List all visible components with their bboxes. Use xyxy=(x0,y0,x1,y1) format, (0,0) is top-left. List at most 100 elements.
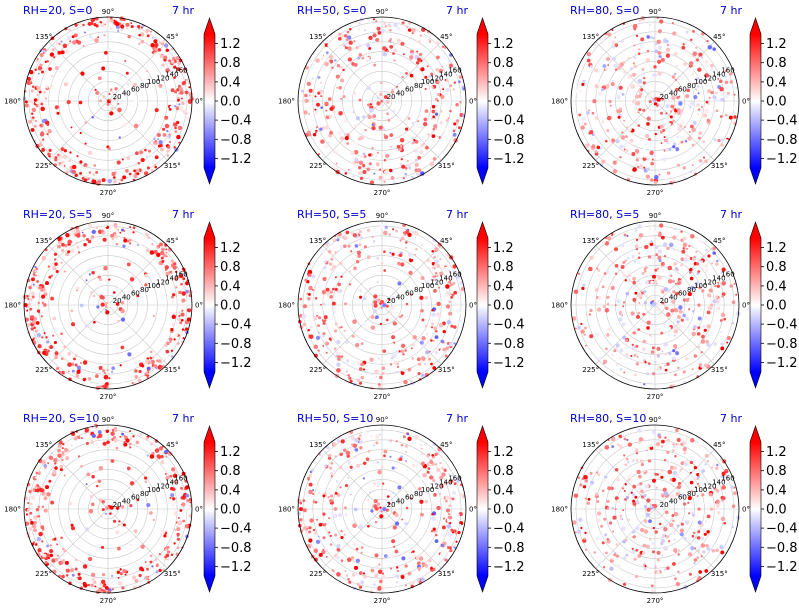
data-point xyxy=(733,282,736,285)
data-point xyxy=(333,507,338,511)
data-point xyxy=(353,565,359,570)
data-point xyxy=(37,111,40,114)
angular-tick-label: 45° xyxy=(166,441,178,449)
data-point xyxy=(453,81,457,84)
data-point xyxy=(594,116,599,121)
data-point xyxy=(675,428,679,432)
data-point xyxy=(129,437,132,440)
data-point xyxy=(695,77,699,81)
data-point xyxy=(701,289,705,293)
data-point xyxy=(661,235,665,240)
data-point xyxy=(176,537,181,541)
colorbar-extend-max xyxy=(477,222,488,238)
data-point xyxy=(55,269,59,274)
data-point xyxy=(155,139,157,142)
data-point xyxy=(44,560,48,564)
data-point xyxy=(425,145,429,150)
data-point xyxy=(458,75,463,79)
data-point xyxy=(353,92,357,96)
data-point xyxy=(704,108,709,114)
angular-tick-label: 315° xyxy=(711,570,728,578)
data-point xyxy=(657,433,661,437)
data-point xyxy=(630,74,633,77)
data-point xyxy=(435,259,439,264)
data-point xyxy=(712,299,717,304)
data-point xyxy=(410,551,413,554)
data-point xyxy=(400,158,403,161)
data-point xyxy=(349,379,353,383)
data-point xyxy=(584,478,588,483)
data-point xyxy=(682,313,686,317)
data-point xyxy=(657,354,661,358)
data-point xyxy=(382,572,385,575)
data-point xyxy=(704,316,707,319)
data-point xyxy=(715,83,718,87)
data-point xyxy=(70,248,75,253)
data-point xyxy=(617,546,622,551)
data-point xyxy=(126,82,129,85)
data-point xyxy=(402,353,405,356)
data-point xyxy=(61,370,65,375)
data-point xyxy=(103,19,108,23)
data-point xyxy=(94,18,97,21)
data-point xyxy=(129,226,132,229)
data-point xyxy=(171,293,176,297)
data-point xyxy=(432,479,436,483)
radial-tick-label: 20 xyxy=(660,93,669,101)
data-point xyxy=(442,58,447,63)
data-point xyxy=(405,127,409,131)
data-point xyxy=(632,276,636,281)
data-point xyxy=(117,319,120,322)
data-point xyxy=(334,287,338,291)
data-point xyxy=(180,340,184,343)
data-point xyxy=(107,302,112,308)
data-point xyxy=(359,446,363,450)
data-point xyxy=(69,151,72,154)
data-point xyxy=(372,18,376,21)
radial-tick-label: 40 xyxy=(396,89,405,97)
data-point xyxy=(339,244,345,249)
radial-tick-label: 100 xyxy=(421,78,434,86)
data-point xyxy=(584,531,587,535)
data-point xyxy=(103,265,108,271)
data-point xyxy=(627,280,630,283)
data-point xyxy=(104,308,107,311)
data-point xyxy=(321,334,325,338)
data-point xyxy=(457,531,461,535)
angular-tick-label: 270° xyxy=(374,189,391,197)
data-point xyxy=(663,527,668,532)
data-point xyxy=(402,53,405,56)
data-point xyxy=(626,234,629,237)
data-point xyxy=(111,366,116,371)
data-point xyxy=(719,458,723,462)
data-point xyxy=(701,469,706,473)
data-point xyxy=(591,111,595,115)
data-point xyxy=(691,331,696,337)
data-point xyxy=(327,456,332,460)
data-point xyxy=(680,121,685,126)
data-point xyxy=(333,318,337,322)
data-point xyxy=(98,465,104,471)
data-point xyxy=(334,59,337,62)
colorbar: 1.20.80.40.0−0.4−0.8−1.2 xyxy=(203,17,252,185)
data-point xyxy=(29,70,34,75)
data-point xyxy=(104,583,107,586)
data-point xyxy=(325,351,328,354)
data-point xyxy=(344,302,347,306)
data-point xyxy=(623,119,626,122)
data-point xyxy=(577,476,581,480)
data-point xyxy=(733,486,736,489)
data-point xyxy=(80,465,83,468)
data-point xyxy=(664,568,667,571)
data-point xyxy=(161,127,166,131)
data-point xyxy=(673,329,678,334)
data-point xyxy=(45,485,49,490)
data-point xyxy=(343,133,347,137)
data-point xyxy=(340,559,344,562)
colorbar-tick-label: 0.4 xyxy=(766,279,787,294)
data-point xyxy=(715,548,719,552)
data-point xyxy=(175,106,180,111)
data-point xyxy=(53,453,58,457)
data-point xyxy=(378,125,383,130)
